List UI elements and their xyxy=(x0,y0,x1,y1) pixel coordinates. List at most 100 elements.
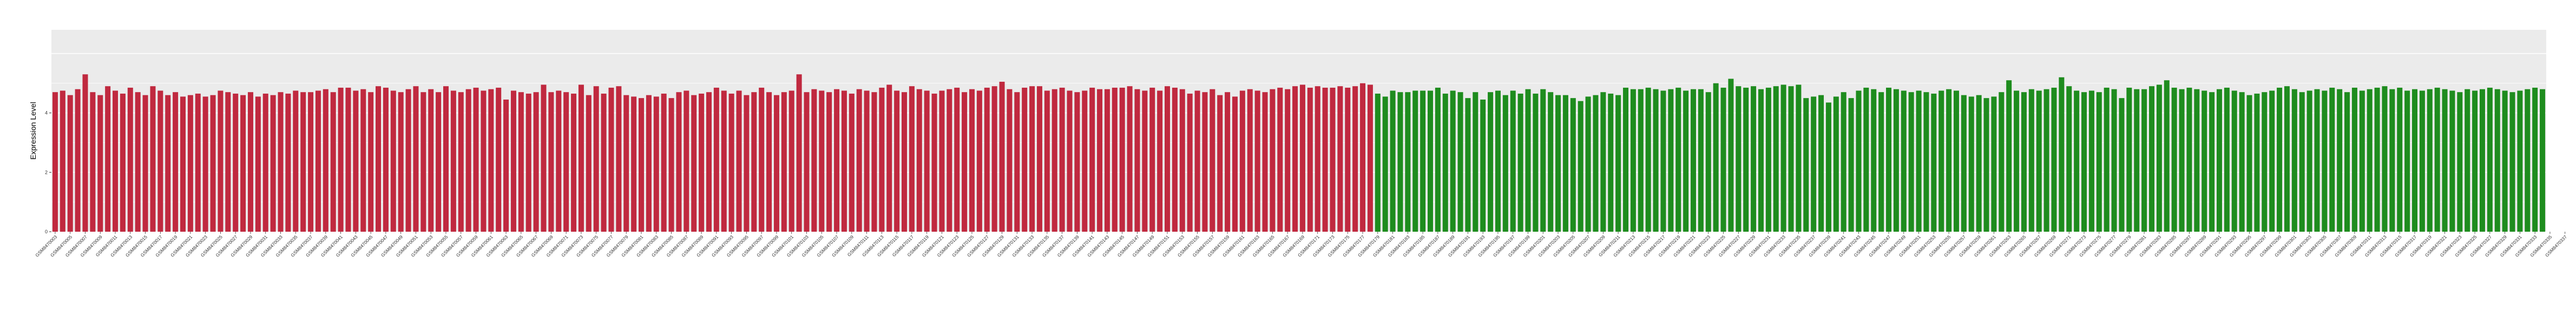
bar-group-b xyxy=(1953,90,1959,232)
bar-group-b xyxy=(2156,84,2162,232)
bar-group-a xyxy=(1179,89,1185,232)
bar-group-b xyxy=(1390,90,1396,232)
bar-group-a xyxy=(834,89,840,232)
bar-group-b xyxy=(1848,98,1854,232)
bar-group-a xyxy=(773,95,779,232)
bar-group-b xyxy=(2472,90,2478,232)
bar-group-b xyxy=(1961,95,1967,232)
bar-group-b xyxy=(1736,86,1742,232)
bar-group-a xyxy=(1210,89,1215,232)
bar-group-b xyxy=(1675,87,1681,232)
bar-group-a xyxy=(75,89,81,232)
bar-group-b xyxy=(1600,92,1606,232)
bar-group-a xyxy=(1352,86,1358,232)
bar-group-b xyxy=(1690,89,1696,232)
bar-group-a xyxy=(225,92,231,232)
y-tick-label: 0 xyxy=(45,229,48,234)
bar-group-b xyxy=(2209,92,2215,232)
bar-group-b xyxy=(1946,89,1952,232)
bar-group-a xyxy=(383,87,389,232)
bar-group-b xyxy=(2314,89,2320,232)
bar-group-a xyxy=(1029,86,1035,232)
bar-group-b xyxy=(1811,96,1817,232)
bar-group-a xyxy=(661,93,667,232)
bar-group-a xyxy=(510,90,516,232)
bar-group-a xyxy=(1254,90,1260,232)
bar-group-b xyxy=(2427,89,2433,232)
y-tick-label: 2 xyxy=(45,169,48,175)
bar-group-a xyxy=(1299,84,1305,232)
bar-group-b xyxy=(2104,87,2110,232)
bar-group-b xyxy=(2322,90,2328,232)
bar-group-b xyxy=(1548,92,1554,232)
bar-group-a xyxy=(571,93,577,232)
bar-group-b xyxy=(2194,89,2200,232)
bar-group-b xyxy=(1488,92,1494,232)
bar-group-a xyxy=(240,95,246,232)
bar-group-b xyxy=(1713,83,1719,232)
bar-group-b xyxy=(1608,93,1614,232)
bar-group-a xyxy=(736,90,742,232)
bar-group-a xyxy=(856,89,862,232)
bar-group-b xyxy=(1878,92,1884,232)
bar-group-b xyxy=(1923,92,1929,232)
bar-group-a xyxy=(503,99,509,232)
bar-group-a xyxy=(518,92,524,232)
bar-group-b xyxy=(1863,87,1869,232)
bar-group-a xyxy=(1052,89,1057,232)
bar-group-b xyxy=(1788,86,1794,232)
bar-group-b xyxy=(2014,90,2020,232)
bar-group-b xyxy=(1450,90,1456,232)
bar-group-b xyxy=(1871,89,1877,232)
bar-group-a xyxy=(1014,92,1020,232)
bar-group-a xyxy=(1172,87,1178,232)
bar-group-a xyxy=(788,90,794,232)
bar-group-a xyxy=(804,92,810,232)
bar-group-a xyxy=(691,95,697,232)
bar-group-a xyxy=(1074,92,1080,232)
bar-group-b xyxy=(1751,86,1757,232)
bar-group-b xyxy=(1623,87,1629,232)
bar-group-b xyxy=(1578,101,1583,232)
bar-group-b xyxy=(2246,95,2252,232)
bar-group-a xyxy=(1187,93,1193,232)
bar-group-b xyxy=(2081,92,2087,232)
bar-group-a xyxy=(1082,90,1088,232)
bar-group-a xyxy=(1277,87,1283,232)
bar-group-a xyxy=(578,84,584,232)
bar-group-a xyxy=(1285,89,1291,232)
bar-group-a xyxy=(195,93,201,232)
bar-group-a xyxy=(1330,87,1336,232)
bar-group-b xyxy=(1886,87,1892,232)
bar-group-b xyxy=(2344,92,2350,232)
bar-group-a xyxy=(1044,90,1050,232)
bar-group-a xyxy=(278,92,284,232)
bar-group-b xyxy=(2262,92,2268,232)
bar-group-a xyxy=(1292,86,1298,232)
bar-group-a xyxy=(1239,90,1245,232)
bar-group-b xyxy=(2397,87,2403,232)
bar-group-a xyxy=(405,89,411,232)
bar-group-a xyxy=(721,90,727,232)
bar-group-a xyxy=(766,92,772,232)
bar-group-b xyxy=(1758,89,1764,232)
bar-group-a xyxy=(330,92,336,232)
bar-group-b xyxy=(1630,89,1636,232)
bar-group-a xyxy=(90,92,96,232)
bar-group-b xyxy=(2111,89,2117,232)
bar-group-b xyxy=(2254,93,2260,232)
bar-group-a xyxy=(323,89,328,232)
bar-group-b xyxy=(2465,89,2470,232)
bar-group-a xyxy=(684,90,689,232)
bar-group-b xyxy=(1405,92,1411,232)
bar-group-b xyxy=(1780,84,1786,232)
bar-group-a xyxy=(556,90,562,232)
bar-group-b xyxy=(1533,93,1539,232)
bar-group-b xyxy=(1991,96,1997,232)
bar-group-b xyxy=(2351,87,2357,232)
bar-group-a xyxy=(902,92,908,232)
bar-group-a xyxy=(623,95,629,232)
bar-group-b xyxy=(2419,90,2425,232)
bar-group-b xyxy=(1638,89,1644,232)
bar-group-a xyxy=(1262,92,1268,232)
